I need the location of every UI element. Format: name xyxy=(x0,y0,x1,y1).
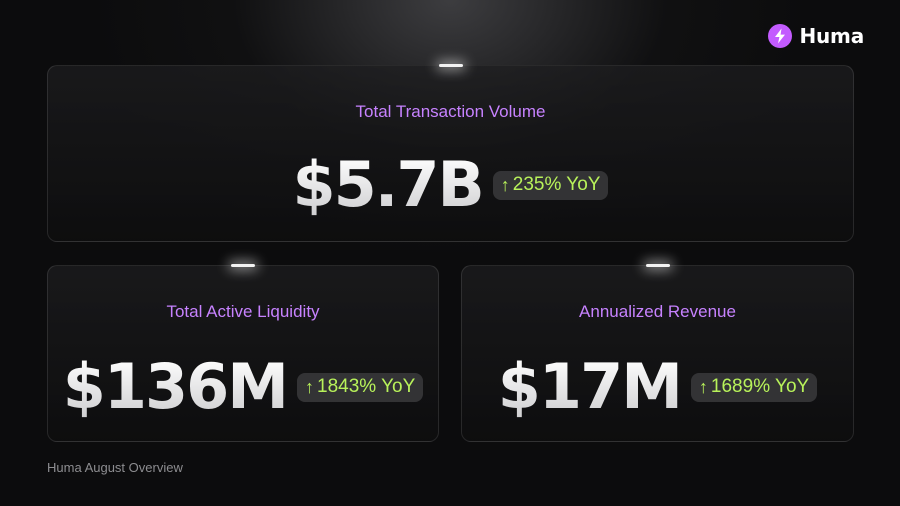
card-value-row: $5.7B ↑ 235% YoY xyxy=(48,154,853,216)
brand-name: Huma xyxy=(799,24,864,48)
brand-logo: Huma xyxy=(768,24,864,48)
yoy-change-badge: ↑ 235% YoY xyxy=(492,170,609,200)
card-title: Annualized Revenue xyxy=(579,302,736,321)
arrow-up-icon: ↑ xyxy=(500,174,510,195)
card-highlight xyxy=(231,264,255,267)
card-highlight xyxy=(438,64,463,67)
active-liquidity-card: Total Active Liquidity $136M ↑ 1843% YoY xyxy=(47,264,439,442)
metric-value: $5.7B xyxy=(292,148,485,221)
lightning-bolt-icon xyxy=(768,24,793,48)
card-value-row: $136M ↑ 1843% YoY xyxy=(48,356,438,418)
card-title: Total Active Liquidity xyxy=(166,302,320,321)
metric-value: $136M xyxy=(62,350,289,423)
yoy-change-badge: ↑ 1843% YoY xyxy=(297,372,424,402)
card-title: Total Transaction Volume xyxy=(355,102,546,121)
card-value-row: $17M ↑ 1689% YoY xyxy=(462,356,853,418)
annualized-revenue-card: Annualized Revenue $17M ↑ 1689% YoY xyxy=(461,264,854,442)
transaction-volume-card: Total Transaction Volume $5.7B ↑ 235% Yo… xyxy=(47,64,854,242)
footer-caption: Huma August Overview xyxy=(47,460,183,475)
arrow-up-icon: ↑ xyxy=(698,376,708,397)
yoy-change-badge: ↑ 1689% YoY xyxy=(690,372,818,402)
yoy-change-text: 235% YoY xyxy=(512,173,601,195)
yoy-change-text: 1843% YoY xyxy=(317,375,416,397)
arrow-up-icon: ↑ xyxy=(305,376,314,397)
yoy-change-text: 1689% YoY xyxy=(710,375,810,397)
metric-value: $17M xyxy=(497,350,683,423)
card-highlight xyxy=(645,264,670,267)
